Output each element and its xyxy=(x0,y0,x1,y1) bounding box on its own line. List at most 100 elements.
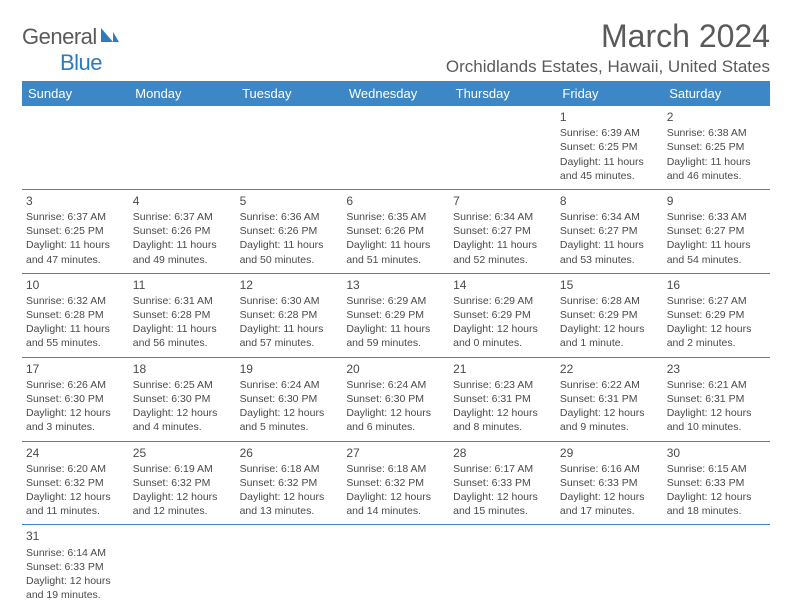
day-number: 1 xyxy=(560,109,659,125)
sunset-text: Sunset: 6:30 PM xyxy=(346,392,445,406)
calendar-day-cell xyxy=(236,106,343,189)
sunrise-text: Sunrise: 6:21 AM xyxy=(667,378,766,392)
sunrise-text: Sunrise: 6:38 AM xyxy=(667,126,766,140)
sunrise-text: Sunrise: 6:26 AM xyxy=(26,378,125,392)
daylight-text: Daylight: 11 hours and 56 minutes. xyxy=(133,322,232,350)
sunset-text: Sunset: 6:29 PM xyxy=(453,308,552,322)
day-number: 6 xyxy=(346,193,445,209)
calendar-day-cell: 11Sunrise: 6:31 AMSunset: 6:28 PMDayligh… xyxy=(129,273,236,357)
sunrise-text: Sunrise: 6:24 AM xyxy=(240,378,339,392)
sunrise-text: Sunrise: 6:39 AM xyxy=(560,126,659,140)
daylight-text: Daylight: 12 hours and 13 minutes. xyxy=(240,490,339,518)
day-header: Wednesday xyxy=(342,81,449,106)
day-number: 2 xyxy=(667,109,766,125)
day-header: Sunday xyxy=(22,81,129,106)
calendar-header-row: SundayMondayTuesdayWednesdayThursdayFrid… xyxy=(22,81,770,106)
calendar-day-cell: 17Sunrise: 6:26 AMSunset: 6:30 PMDayligh… xyxy=(22,357,129,441)
sunset-text: Sunset: 6:30 PM xyxy=(26,392,125,406)
daylight-text: Daylight: 11 hours and 53 minutes. xyxy=(560,238,659,266)
calendar-day-cell xyxy=(556,525,663,608)
day-number: 16 xyxy=(667,277,766,293)
daylight-text: Daylight: 11 hours and 46 minutes. xyxy=(667,155,766,183)
sunset-text: Sunset: 6:26 PM xyxy=(133,224,232,238)
calendar-week-row: 24Sunrise: 6:20 AMSunset: 6:32 PMDayligh… xyxy=(22,441,770,525)
day-number: 20 xyxy=(346,361,445,377)
day-number: 28 xyxy=(453,445,552,461)
daylight-text: Daylight: 11 hours and 49 minutes. xyxy=(133,238,232,266)
sunset-text: Sunset: 6:32 PM xyxy=(133,476,232,490)
calendar-day-cell: 3Sunrise: 6:37 AMSunset: 6:25 PMDaylight… xyxy=(22,189,129,273)
sunset-text: Sunset: 6:33 PM xyxy=(26,560,125,574)
daylight-text: Daylight: 12 hours and 6 minutes. xyxy=(346,406,445,434)
calendar-day-cell: 6Sunrise: 6:35 AMSunset: 6:26 PMDaylight… xyxy=(342,189,449,273)
calendar-day-cell xyxy=(342,525,449,608)
sunrise-text: Sunrise: 6:24 AM xyxy=(346,378,445,392)
day-number: 15 xyxy=(560,277,659,293)
daylight-text: Daylight: 12 hours and 17 minutes. xyxy=(560,490,659,518)
sunset-text: Sunset: 6:33 PM xyxy=(453,476,552,490)
sunrise-text: Sunrise: 6:34 AM xyxy=(560,210,659,224)
day-header: Monday xyxy=(129,81,236,106)
sunrise-text: Sunrise: 6:29 AM xyxy=(453,294,552,308)
calendar-day-cell: 31Sunrise: 6:14 AMSunset: 6:33 PMDayligh… xyxy=(22,525,129,608)
calendar-day-cell xyxy=(129,106,236,189)
daylight-text: Daylight: 12 hours and 12 minutes. xyxy=(133,490,232,518)
daylight-text: Daylight: 12 hours and 19 minutes. xyxy=(26,574,125,602)
calendar-day-cell: 27Sunrise: 6:18 AMSunset: 6:32 PMDayligh… xyxy=(342,441,449,525)
day-number: 27 xyxy=(346,445,445,461)
calendar-day-cell xyxy=(663,525,770,608)
calendar-body: 1Sunrise: 6:39 AMSunset: 6:25 PMDaylight… xyxy=(22,106,770,608)
day-number: 21 xyxy=(453,361,552,377)
daylight-text: Daylight: 11 hours and 47 minutes. xyxy=(26,238,125,266)
sunrise-text: Sunrise: 6:23 AM xyxy=(453,378,552,392)
day-header: Thursday xyxy=(449,81,556,106)
sunset-text: Sunset: 6:25 PM xyxy=(560,140,659,154)
daylight-text: Daylight: 11 hours and 55 minutes. xyxy=(26,322,125,350)
sunset-text: Sunset: 6:26 PM xyxy=(240,224,339,238)
daylight-text: Daylight: 12 hours and 5 minutes. xyxy=(240,406,339,434)
sunset-text: Sunset: 6:32 PM xyxy=(346,476,445,490)
calendar-day-cell: 9Sunrise: 6:33 AMSunset: 6:27 PMDaylight… xyxy=(663,189,770,273)
day-number: 26 xyxy=(240,445,339,461)
calendar-day-cell xyxy=(22,106,129,189)
calendar-day-cell: 5Sunrise: 6:36 AMSunset: 6:26 PMDaylight… xyxy=(236,189,343,273)
sunset-text: Sunset: 6:27 PM xyxy=(453,224,552,238)
daylight-text: Daylight: 12 hours and 15 minutes. xyxy=(453,490,552,518)
sunset-text: Sunset: 6:31 PM xyxy=(560,392,659,406)
sunset-text: Sunset: 6:32 PM xyxy=(240,476,339,490)
day-number: 19 xyxy=(240,361,339,377)
calendar-day-cell xyxy=(449,525,556,608)
daylight-text: Daylight: 12 hours and 10 minutes. xyxy=(667,406,766,434)
daylight-text: Daylight: 12 hours and 11 minutes. xyxy=(26,490,125,518)
calendar-day-cell xyxy=(449,106,556,189)
daylight-text: Daylight: 12 hours and 4 minutes. xyxy=(133,406,232,434)
day-number: 31 xyxy=(26,528,125,544)
sunset-text: Sunset: 6:30 PM xyxy=(133,392,232,406)
daylight-text: Daylight: 12 hours and 8 minutes. xyxy=(453,406,552,434)
sunset-text: Sunset: 6:28 PM xyxy=(26,308,125,322)
sunset-text: Sunset: 6:30 PM xyxy=(240,392,339,406)
sunset-text: Sunset: 6:26 PM xyxy=(346,224,445,238)
day-number: 30 xyxy=(667,445,766,461)
calendar-day-cell: 4Sunrise: 6:37 AMSunset: 6:26 PMDaylight… xyxy=(129,189,236,273)
calendar-day-cell xyxy=(129,525,236,608)
sunrise-text: Sunrise: 6:37 AM xyxy=(133,210,232,224)
sunrise-text: Sunrise: 6:31 AM xyxy=(133,294,232,308)
day-number: 18 xyxy=(133,361,232,377)
sunset-text: Sunset: 6:25 PM xyxy=(26,224,125,238)
calendar-day-cell: 23Sunrise: 6:21 AMSunset: 6:31 PMDayligh… xyxy=(663,357,770,441)
sunset-text: Sunset: 6:29 PM xyxy=(560,308,659,322)
daylight-text: Daylight: 12 hours and 18 minutes. xyxy=(667,490,766,518)
calendar-day-cell: 28Sunrise: 6:17 AMSunset: 6:33 PMDayligh… xyxy=(449,441,556,525)
sunset-text: Sunset: 6:27 PM xyxy=(667,224,766,238)
sunset-text: Sunset: 6:31 PM xyxy=(667,392,766,406)
calendar-day-cell: 15Sunrise: 6:28 AMSunset: 6:29 PMDayligh… xyxy=(556,273,663,357)
sunrise-text: Sunrise: 6:29 AM xyxy=(346,294,445,308)
calendar-table: SundayMondayTuesdayWednesdayThursdayFrid… xyxy=(22,81,770,608)
logo-text-general: General xyxy=(22,24,97,49)
calendar-day-cell: 29Sunrise: 6:16 AMSunset: 6:33 PMDayligh… xyxy=(556,441,663,525)
sunrise-text: Sunrise: 6:22 AM xyxy=(560,378,659,392)
calendar-day-cell: 14Sunrise: 6:29 AMSunset: 6:29 PMDayligh… xyxy=(449,273,556,357)
daylight-text: Daylight: 12 hours and 0 minutes. xyxy=(453,322,552,350)
month-title: March 2024 xyxy=(446,18,770,55)
